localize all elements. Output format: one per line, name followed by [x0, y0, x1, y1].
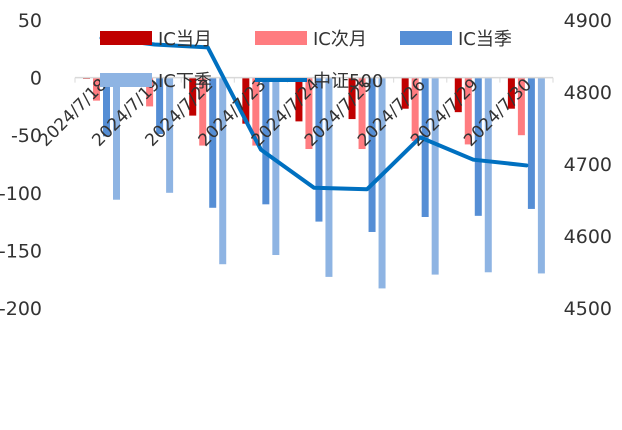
bar-IC次月-2024/7/26 — [411, 77, 419, 141]
bar-IC次月-2024/7/24 — [305, 77, 313, 150]
bar-IC下季-2024/7/19 — [166, 77, 174, 193]
y-left-tick-label: 0 — [30, 68, 42, 90]
y-right-tick-label: 4700 — [564, 154, 612, 176]
bar-IC下季-2024/7/30 — [537, 77, 545, 274]
y-left-tick-label: -100 — [0, 183, 42, 205]
bar-IC下季-2024/7/26 — [431, 77, 439, 275]
bar-IC次月-2024/7/30 — [517, 77, 525, 136]
y-right-tick-label: 4600 — [564, 226, 612, 248]
bar-IC次月-2024/7/19 — [146, 77, 154, 107]
bar-layer — [83, 77, 545, 289]
bar-IC当季-2024/7/24 — [315, 77, 323, 222]
legend-label: IC当月 — [158, 29, 212, 50]
bar-IC当季-2024/7/29 — [474, 77, 482, 216]
legend-swatch — [400, 31, 452, 45]
bar-IC下季-2024/7/22 — [219, 77, 227, 265]
legend-label: IC下季 — [158, 71, 212, 92]
bar-IC下季-2024/7/24 — [325, 77, 333, 277]
bar-IC当季-2024/7/18 — [103, 77, 110, 137]
bar-IC当月-2024/7/25 — [348, 77, 356, 120]
legend-label: 中证500 — [313, 71, 383, 92]
bar-IC当月-2024/7/22 — [189, 77, 197, 116]
bar-IC当季-2024/7/22 — [209, 77, 217, 208]
y-left-tick-label: -50 — [11, 125, 42, 147]
y-right-tick-label: 4800 — [564, 82, 612, 104]
bar-IC当季-2024/7/23 — [262, 77, 270, 205]
bar-IC下季-2024/7/25 — [378, 77, 386, 289]
bar-IC次月-2024/7/18 — [93, 77, 100, 101]
y-right-tick-label: 4900 — [564, 10, 612, 32]
bar-IC次月-2024/7/25 — [358, 77, 366, 150]
y-right-tick-label: 4500 — [564, 298, 612, 320]
bar-IC下季-2024/7/23 — [272, 77, 280, 256]
right-axis-ticks: 4900 4800 4700 4600 4500 — [564, 10, 612, 320]
bar-IC当季-2024/7/19 — [156, 77, 164, 135]
legend: IC当月 IC次月 IC当季 IC下季 中证500 — [100, 29, 512, 92]
bar-IC当季-2024/7/26 — [421, 77, 429, 217]
y-left-tick-label: -200 — [0, 298, 42, 320]
y-left-tick-label: 50 — [18, 10, 42, 32]
legend-label: IC次月 — [313, 29, 367, 50]
bar-IC当月-2024/7/24 — [295, 77, 303, 122]
bar-IC当月-2024/7/29 — [454, 77, 462, 113]
bar-IC当季-2024/7/30 — [527, 77, 535, 209]
legend-label: IC当季 — [458, 29, 512, 50]
bar-IC当月-2024/7/23 — [242, 77, 250, 124]
bar-IC次月-2024/7/22 — [199, 77, 207, 146]
bar-IC下季-2024/7/18 — [113, 77, 120, 200]
legend-swatch — [100, 31, 152, 45]
y-left-tick-label: -150 — [0, 240, 42, 262]
legend-swatch — [100, 73, 152, 87]
legend-swatch — [255, 31, 307, 45]
bar-IC当月-2024/7/30 — [507, 77, 515, 109]
bar-IC次月-2024/7/29 — [464, 77, 472, 145]
bar-IC当季-2024/7/25 — [368, 77, 376, 232]
bar-IC次月-2024/7/23 — [252, 77, 260, 146]
left-axis-ticks: 50 0 -50 -100 -150 -200 — [0, 10, 42, 320]
bar-IC下季-2024/7/29 — [484, 77, 492, 273]
bar-IC当月-2024/7/26 — [401, 77, 409, 109]
